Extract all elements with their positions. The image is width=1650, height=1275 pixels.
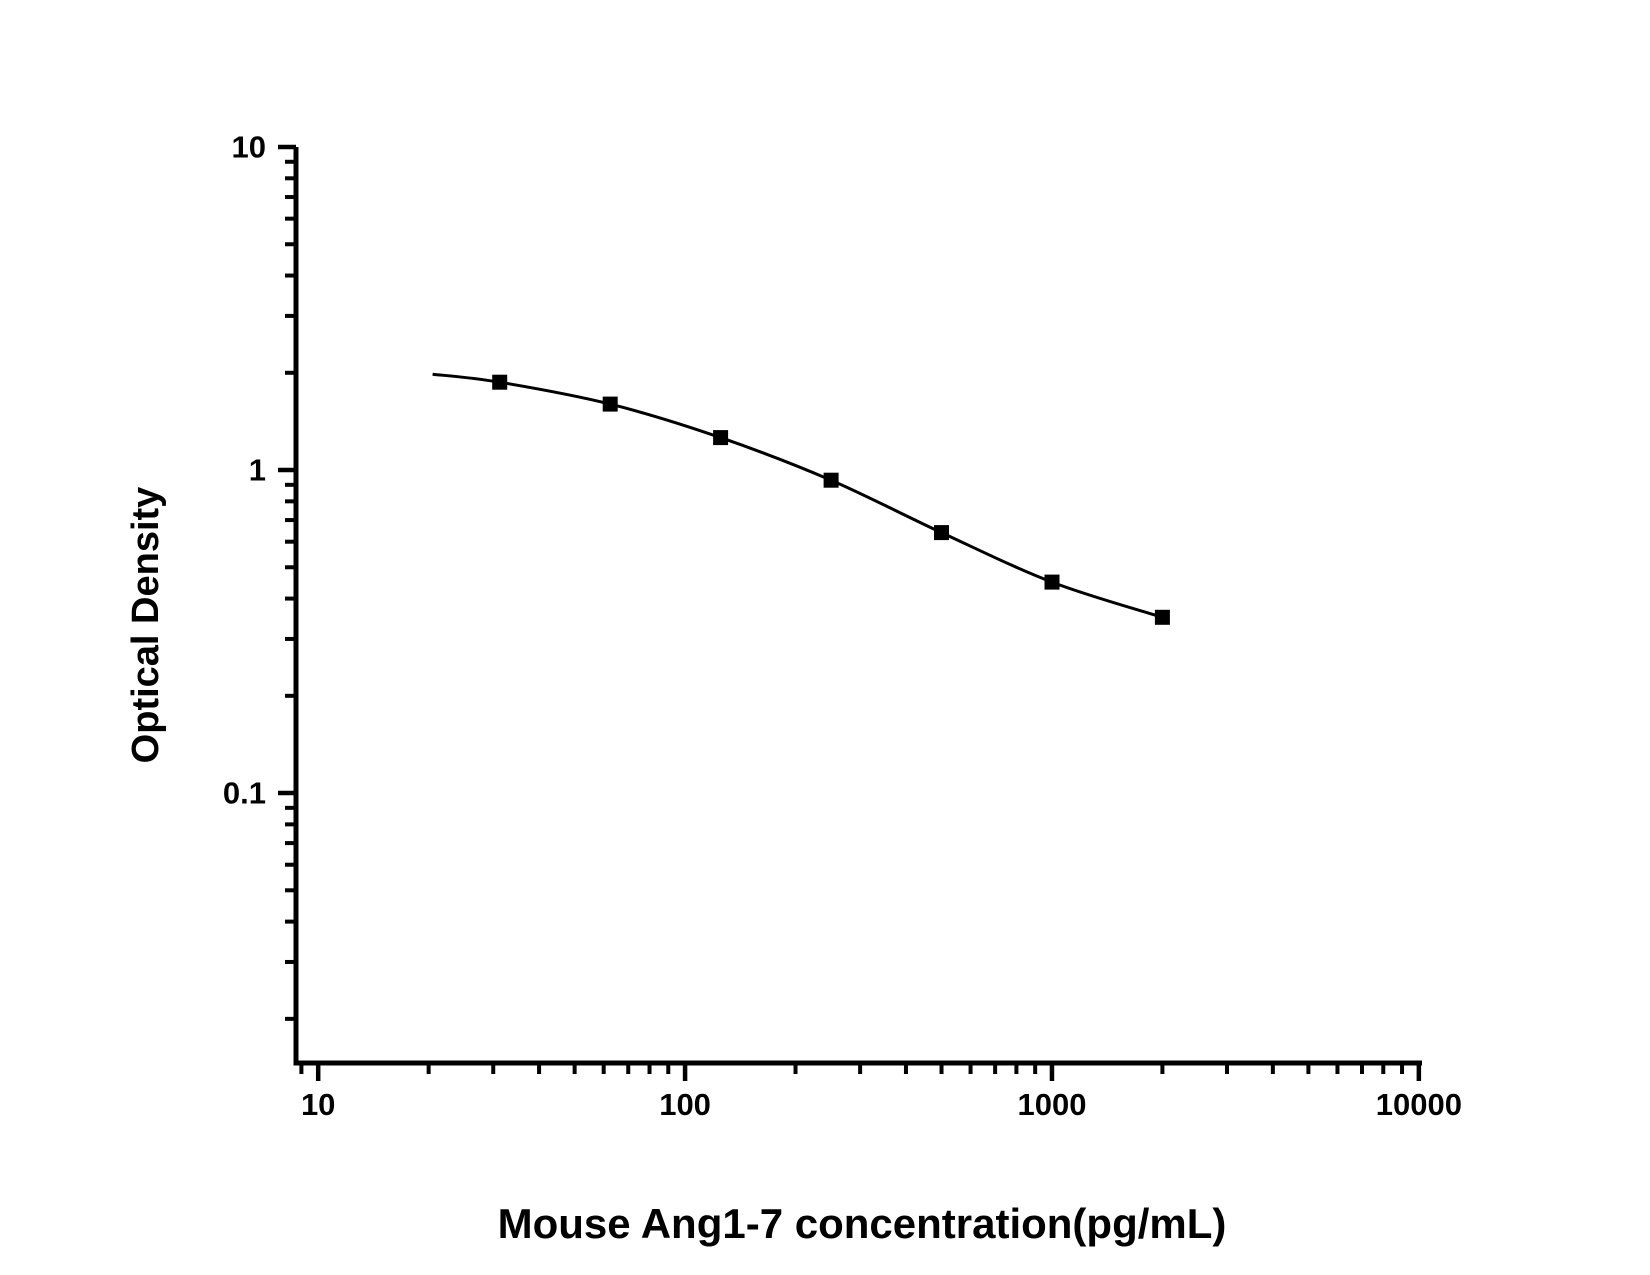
y-tick-label-1: 1 [249,453,266,488]
data-point-marker [823,472,839,488]
x-tick-label-10: 10 [301,1087,335,1122]
data-point-marker [934,525,949,541]
x-tick-label-1000: 1000 [1017,1087,1086,1122]
y-tick-label-10: 10 [232,130,266,165]
y-axis-title: Optical Density [125,486,167,764]
data-point-marker [492,374,508,390]
x-tick-label-10000: 10000 [1376,1087,1462,1122]
y-tick-label-0.1: 0.1 [223,776,266,811]
x-tick-label-100: 100 [659,1087,711,1122]
axis-frame [293,147,1422,1066]
x-axis-title: Mouse Ang1-7 concentration(pg/mL) [497,1200,1227,1247]
data-point-marker [713,430,729,446]
data-point-marker [1044,574,1060,590]
standard-curve-line [432,372,1163,619]
data-point-marker [1154,609,1170,625]
data-point-marker [602,396,618,412]
